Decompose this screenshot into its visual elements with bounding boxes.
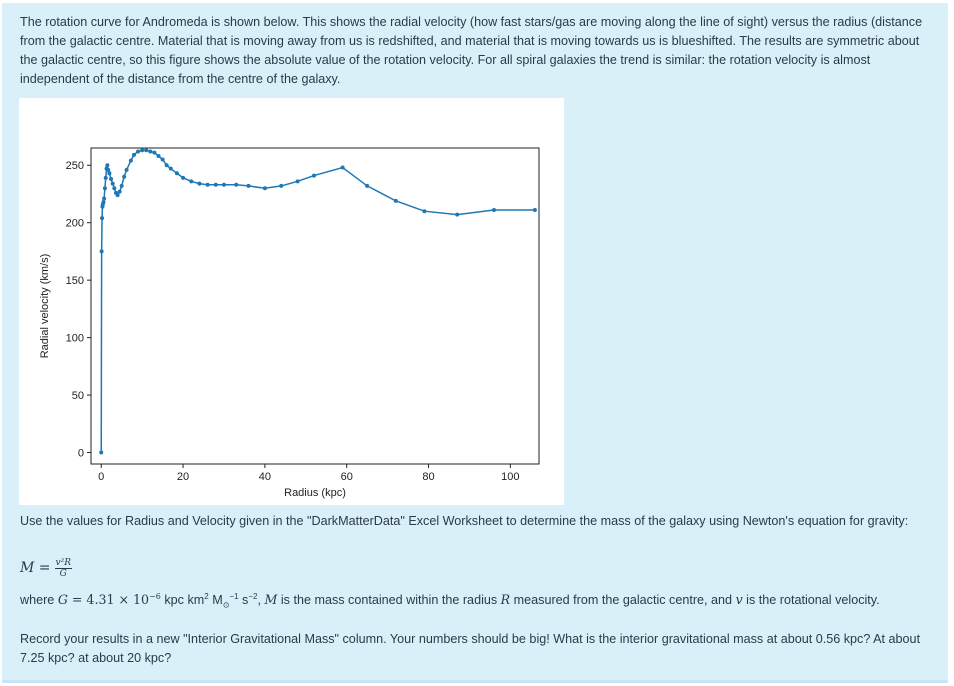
velocity-data-point xyxy=(103,175,108,180)
x-tick-label: 20 xyxy=(177,471,189,483)
equation-numerator: v²R xyxy=(54,557,72,569)
velocity-data-point xyxy=(99,450,104,455)
velocity-data-point xyxy=(393,198,398,203)
velocity-data-point xyxy=(295,179,300,184)
x-tick-label: 100 xyxy=(501,471,519,483)
where-paragraph: where G = 4.31 × 10−6 kpc km2 M⊙−1 s−2, … xyxy=(20,587,932,615)
g-units-a: kpc km xyxy=(160,593,205,608)
velocity-data-point xyxy=(140,148,145,153)
velocity-data-point xyxy=(455,212,460,217)
velocity-data-point xyxy=(100,216,105,221)
km-squared: 2 xyxy=(204,592,209,601)
x-tick-label: 80 xyxy=(422,471,434,483)
velocity-data-point xyxy=(160,157,165,162)
rotation-curve-chart: 0 20 40 60 80 100 0 50 100 150 200 250 Radius (kpc) R… xyxy=(39,147,540,499)
y-tick-label: 150 xyxy=(66,275,84,287)
velocity-data-point xyxy=(213,182,218,187)
where-text: where xyxy=(20,593,58,608)
velocity-data-point xyxy=(164,163,169,168)
velocity-data-point xyxy=(340,165,345,170)
velocity-data-point xyxy=(122,174,127,179)
velocity-data-point xyxy=(311,173,316,178)
velocity-data-point xyxy=(197,181,202,186)
y-tick-label: 0 xyxy=(78,448,84,460)
m-symbol: M xyxy=(264,592,278,608)
velocity-series-line xyxy=(100,149,535,453)
y-axis-label: Radial velocity (km/s) xyxy=(39,254,51,359)
y-tick-label: 100 xyxy=(66,333,84,345)
x-tick-label: 0 xyxy=(98,471,104,483)
velocity-data-point xyxy=(101,200,106,205)
v-symbol: v xyxy=(735,592,743,608)
g-symbol: G xyxy=(57,592,68,608)
plot-frame xyxy=(90,147,540,465)
velocity-data-point xyxy=(181,175,186,180)
intro-paragraph: The rotation curve for Andromeda is show… xyxy=(20,15,923,86)
velocity-data-point xyxy=(279,183,284,188)
record-paragraph: Record your results in a new "Interior G… xyxy=(20,632,921,665)
velocity-data-point xyxy=(131,152,136,157)
velocity-data-point xyxy=(234,182,239,187)
question-panel: The rotation curve for Andromeda is show… xyxy=(2,3,948,683)
velocity-data-point xyxy=(189,179,194,184)
seconds-exponent: −2 xyxy=(248,592,258,601)
velocity-data-point xyxy=(106,167,111,172)
equation-lhs: M = xyxy=(20,560,51,576)
newton-mass-equation: M = v²R G xyxy=(20,555,72,581)
velocity-data-point xyxy=(422,209,427,214)
velocity-data-point xyxy=(105,163,110,168)
y-tick-label: 250 xyxy=(66,160,84,172)
rotation-curve-figure: 0 20 40 60 80 100 0 50 100 150 200 250 Radius (kpc) R… xyxy=(19,98,564,505)
velocity-data-point xyxy=(365,183,370,188)
velocity-data-point xyxy=(107,171,112,176)
r-symbol: R xyxy=(500,592,511,608)
velocity-data-point xyxy=(115,193,120,198)
velocity-data-point xyxy=(144,148,149,153)
velocity-data-point xyxy=(221,182,226,187)
where-text-3: measured from the galactic centre, and xyxy=(510,593,736,608)
equation-fraction: v²R G xyxy=(54,557,72,579)
velocity-data-point xyxy=(102,186,107,191)
velocity-data-point xyxy=(152,150,157,155)
velocity-data-point xyxy=(532,208,537,213)
velocity-data-point xyxy=(148,149,153,154)
solar-subscript: ⊙ xyxy=(222,600,230,610)
solar-exponent: −1 xyxy=(229,592,239,601)
velocity-data-point xyxy=(156,154,161,159)
velocity-data-point xyxy=(109,177,114,182)
g-exponent: −6 xyxy=(149,592,161,601)
velocity-data-point xyxy=(174,171,179,176)
x-axis-label: Radius (kpc) xyxy=(284,487,346,499)
velocity-data-point xyxy=(262,186,267,191)
x-tick-label: 40 xyxy=(259,471,271,483)
where-text-2: is the mass contained within the radius xyxy=(277,593,501,608)
x-tick-label: 60 xyxy=(341,471,353,483)
velocity-data-point xyxy=(124,167,129,172)
g-value: = 4.31 × 10 xyxy=(67,592,150,608)
velocity-data-point xyxy=(119,183,124,188)
velocity-data-point xyxy=(102,196,107,201)
velocity-data-point xyxy=(110,181,115,186)
velocity-data-point xyxy=(136,149,141,154)
velocity-data-point xyxy=(205,182,210,187)
where-text-4: is the rotational velocity. xyxy=(742,593,880,608)
y-tick-label: 200 xyxy=(66,218,84,230)
comma: , xyxy=(257,593,265,608)
velocity-data-point xyxy=(491,208,496,213)
velocity-data-point xyxy=(128,158,133,163)
y-tick-label: 50 xyxy=(72,390,84,402)
velocity-data-point xyxy=(112,186,117,191)
velocity-data-point xyxy=(99,249,104,254)
velocity-data-point xyxy=(117,189,122,194)
g-units-b: M xyxy=(208,593,223,608)
velocity-data-point xyxy=(168,166,173,171)
velocity-data-point xyxy=(246,183,251,188)
seconds-unit: s xyxy=(238,593,249,608)
instructions-paragraph: Use the values for Radius and Velocity g… xyxy=(20,514,909,528)
equation-denominator: G xyxy=(59,568,67,579)
